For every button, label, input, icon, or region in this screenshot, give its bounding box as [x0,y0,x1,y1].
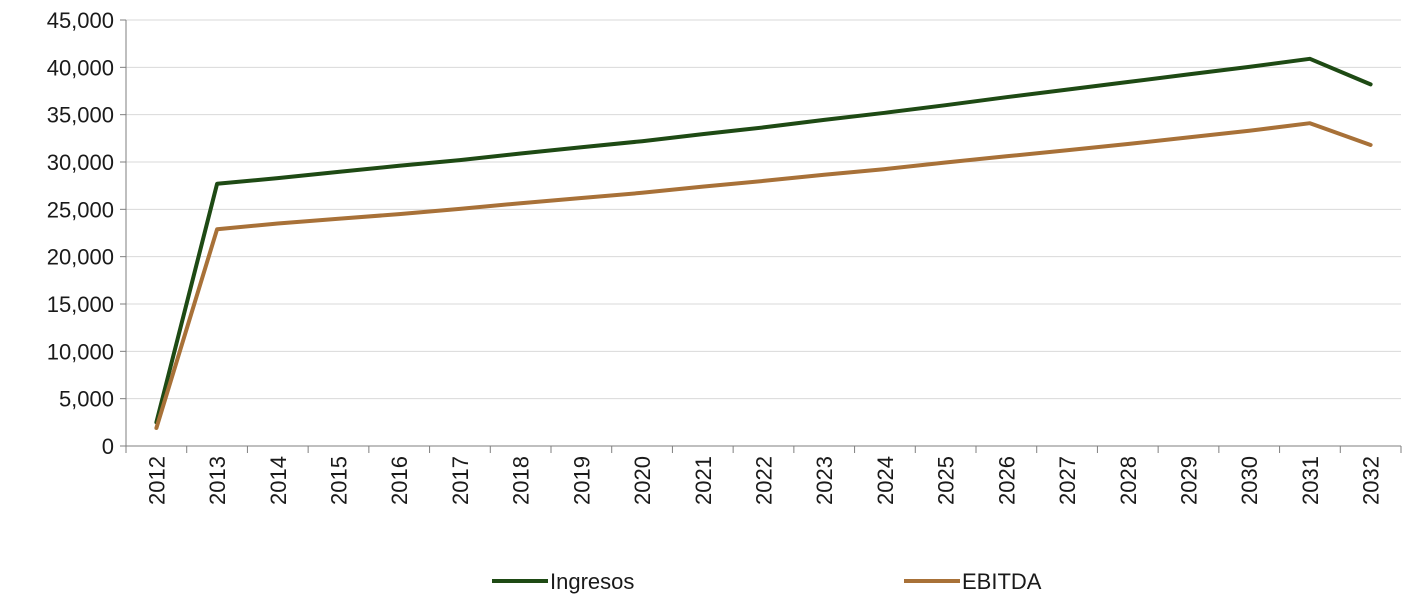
legend: Ingresos EBITDA [492,569,1042,594]
x-tick-label: 2029 [1177,456,1202,505]
y-tick-label: 25,000 [47,197,114,222]
x-tick-label: 2013 [205,456,230,505]
y-tick-label: 20,000 [47,245,114,270]
series-line-ingresos [154,56,1373,425]
y-tick-label: 35,000 [47,103,114,128]
x-tick-label: 2015 [327,456,352,505]
x-tick-label: 2027 [1055,456,1080,505]
x-tick-label: 2019 [569,456,594,505]
x-tick-label: 2032 [1359,456,1384,505]
x-tick-label: 2021 [691,456,716,505]
series-lines [154,56,1373,430]
x-tick-label: 2031 [1298,456,1323,505]
y-tick-label: 30,000 [47,150,114,175]
legend-label: EBITDA [962,569,1042,594]
x-tick-label: 2014 [266,456,291,505]
y-tick-label: 5,000 [59,387,114,412]
legend-label: Ingresos [550,569,634,594]
x-tick-label: 2018 [509,456,534,505]
y-tick-label: 15,000 [47,292,114,317]
gridlines [126,19,1401,400]
x-tick-label: 2022 [752,456,777,505]
x-axis: 2012 2013 2014 2015 2016 2017 2018 2019 2020 2021… [125,20,1402,505]
y-tick-label: 0 [102,434,114,459]
series-line-ebitda [154,121,1373,430]
y-tick-label: 45,000 [47,8,114,33]
y-tick-label: 40,000 [47,55,114,80]
x-tick-label: 2017 [448,456,473,505]
x-tick-label: 2024 [873,456,898,505]
x-tick-label: 2023 [812,456,837,505]
y-tick-label: 10,000 [47,339,114,364]
y-axis-ticks: 0 5,000 10,000 15,000 20,000 25,000 30,000 35,0… [47,8,126,459]
x-tick-label: 2012 [144,456,169,505]
x-tick-label: 2028 [1116,456,1141,505]
x-tick-label: 2025 [934,456,959,505]
x-tick-label: 2030 [1237,456,1262,505]
x-tick-label: 2026 [994,456,1019,505]
x-tick-label: 2016 [387,456,412,505]
x-tick-label: 2020 [630,456,655,505]
